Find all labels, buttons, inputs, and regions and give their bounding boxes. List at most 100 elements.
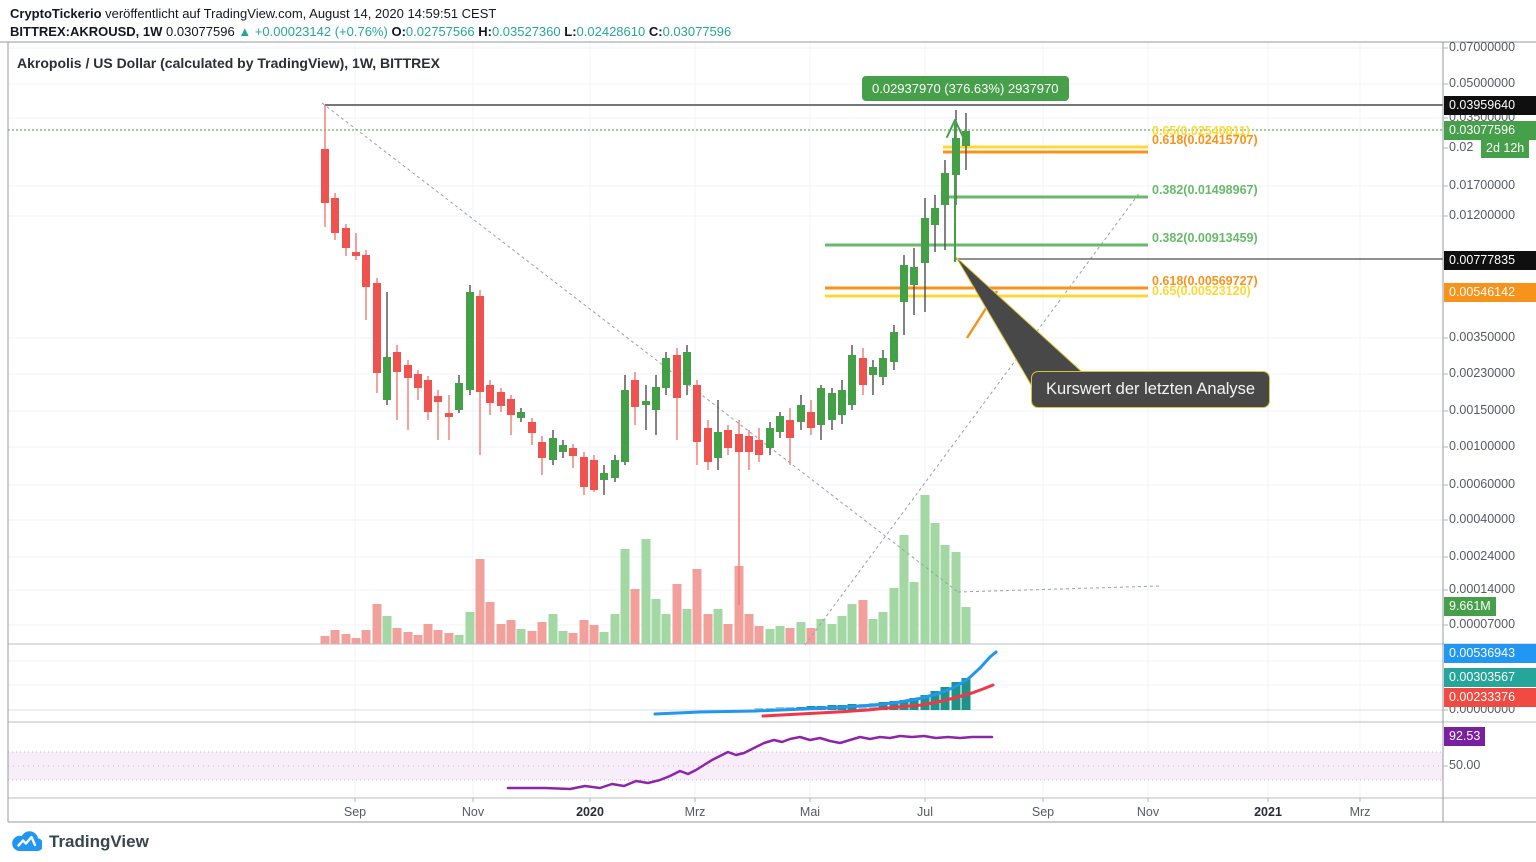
candle-body [507,399,515,415]
candle-body [755,440,763,455]
x-axis-label: 2021 [1254,805,1282,819]
chart-legend-title[interactable]: Akropolis / US Dollar (calculated by Tra… [17,55,440,71]
candle-body [590,460,598,490]
symbol-name[interactable]: BITTREX:AKROUSD, 1W [10,24,163,39]
price-badge: 0.03959640 [1444,95,1536,115]
candle-body [941,173,949,205]
ma-hist-bar [930,691,940,710]
candle-body [714,432,722,458]
candle-body [455,383,463,410]
y-axis-tick: 0.05000000 [1449,76,1516,90]
x-axis-label: Mrz [1349,805,1371,819]
volume-bar [361,630,371,644]
candle-body [414,374,422,388]
low-value: 0.02428610 [576,24,646,39]
y-axis-tick: 0.07000000 [1449,40,1516,54]
candle-body [600,473,608,480]
symbol-info-line: BITTREX:AKROUSD, 1W 0.03077596 ▲ +0.0002… [10,24,731,39]
ma-hist-bar [754,708,764,710]
volume-bar [816,619,826,644]
candle-body [900,265,908,302]
price-badge: 2d 12h [1481,138,1530,158]
candle-body [424,380,432,412]
rsi-line [506,734,994,791]
candle-body [383,357,391,400]
candle-body [434,396,442,402]
high-label: H: [478,24,492,39]
price-badge: 0.03077596 [1444,120,1536,140]
publisher-line: CryptoTickerio veröffentlicht auf Tradin… [10,6,496,21]
y-axis-tick: 50.00 [1449,758,1481,772]
volume-bar [713,609,723,644]
volume-bar [641,539,651,644]
low-label: L: [564,24,577,39]
x-axis-label: Mai [799,805,821,819]
volume-bar [465,612,475,644]
fib-level-label: 0.618(0.02415707) [1152,133,1258,147]
volume-bar [537,622,547,644]
volume-bar [868,619,878,644]
candle-body [745,436,753,452]
time-axis[interactable] [8,799,1443,822]
ma-hist-bar [920,695,930,710]
candle-body [921,218,929,263]
volume-bar [454,635,464,644]
trendline-dashed [321,102,959,593]
volume-bar [940,545,950,644]
volume-bar [589,625,599,644]
close-value: 0.03077596 [662,24,732,39]
price-badge: 0.00777835 [1444,250,1536,270]
candle-body [362,255,370,287]
high-value: 0.03527360 [491,24,561,39]
volume-bar [837,616,847,644]
candle-body [817,388,825,425]
candle-body [342,228,350,248]
volume-bar [651,599,661,644]
analysis-callout[interactable]: Kurswert der letzten Analyse [1031,371,1271,408]
y-axis-tick: 0.01700000 [1449,178,1516,192]
y-axis-tick: 0.00007000 [1449,617,1516,631]
tradingview-cloud-icon [12,831,42,852]
x-axis-label: Sep [343,805,367,819]
price-badge: 92.53 [1444,726,1486,746]
volume-bar [951,552,961,644]
x-axis-label: Nov [461,805,485,819]
candle-body [321,149,329,203]
volume-bar [723,624,733,644]
candle-body [724,430,732,448]
candle-body [890,332,898,362]
x-axis-label: Nov [1136,805,1160,819]
candle-body [859,358,867,385]
candle-body [549,438,557,460]
candle-body [445,413,453,417]
candle-body [786,420,794,438]
tradingview-logo[interactable]: TradingView [12,831,149,852]
volume-bar [568,633,578,644]
measure-drawing-label[interactable]: 0.02937970 (376.63%) 2937970 [862,76,1069,101]
candle-body [828,393,836,420]
volume-bar [765,629,775,644]
y-axis-tick: 0.02 [1449,140,1474,154]
volume-bar [744,614,754,644]
candle-body [486,385,494,403]
price-badge: 9.661M [1444,596,1496,616]
volume-bar [754,626,764,644]
volume-bar [692,569,702,644]
candle-body [331,198,339,233]
volume-bar [413,635,423,644]
x-axis-label: Sep [1031,805,1055,819]
candle-body [693,385,701,442]
candle-body [807,412,815,428]
publisher-rest: veröffentlicht auf TradingView.com, Augu… [101,6,497,21]
volume-bar [392,628,402,644]
volume-bar [806,628,816,644]
fib-level-label: 0.65(0.02540811) [1152,124,1251,138]
price-change: +0.00023142 (+0.76%) [254,24,388,39]
candle-body [611,460,619,478]
y-axis-tick: 0.00024000 [1449,549,1516,563]
volume-bar [320,636,330,644]
candle-body [662,358,670,388]
x-axis-label: 2020 [576,805,604,819]
change-arrow-icon: ▲ [238,24,252,39]
